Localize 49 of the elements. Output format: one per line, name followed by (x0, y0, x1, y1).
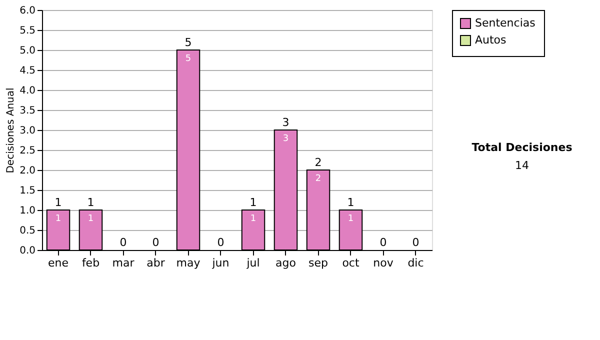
data-label: 3 (282, 134, 289, 144)
x-tick-label: nov (373, 256, 394, 270)
x-tick-label: feb (82, 256, 100, 270)
y-tick-label: 5.5 (20, 26, 36, 36)
data-label: 1 (348, 214, 354, 224)
y-tick-label: 0.5 (20, 226, 36, 236)
y-tick-label: 3.5 (20, 106, 36, 116)
total-label: 0 (120, 236, 127, 249)
total-label: 0 (217, 236, 224, 249)
total-label: 1 (250, 196, 257, 209)
y-tick-label: 0.0 (20, 246, 36, 256)
total-label: 2 (314, 156, 322, 169)
y-tick-label: 5.0 (20, 46, 36, 56)
legend-label: Autos (475, 34, 507, 46)
x-tick-label: may (176, 256, 201, 270)
y-tick-label: 4.0 (20, 86, 36, 96)
total-label: 1 (87, 196, 94, 209)
total-label: 1 (347, 196, 354, 209)
text: 14 (515, 159, 529, 172)
total-label: 1 (54, 196, 62, 209)
total-label: 5 (184, 36, 192, 49)
data-label: 2 (315, 174, 322, 184)
total-label: 3 (282, 116, 290, 129)
x-tick-label: mar (112, 256, 135, 270)
x-tick-label: sep (308, 256, 328, 270)
y-tick-label: 6.0 (20, 6, 36, 16)
x-tick-label: oct (342, 256, 360, 270)
total-label: 0 (380, 236, 387, 249)
y-tick-label: 3.0 (20, 126, 36, 136)
data-label: 1 (55, 214, 62, 224)
x-tick-label: jul (246, 256, 260, 270)
x-tick-label: ago (276, 256, 296, 270)
y-axis-title: Decisiones Anual (6, 88, 17, 174)
x-tick-label: abr (146, 256, 166, 270)
x-tick-label: dic (408, 256, 424, 270)
y-tick-label: 2.0 (20, 166, 36, 176)
total-label: 0 (412, 236, 420, 249)
y-tick-label: 1.0 (20, 206, 36, 216)
data-label: 1 (250, 214, 256, 224)
y-tick-label: 1.5 (20, 186, 36, 196)
total-label: 0 (152, 236, 160, 249)
text: Total Decisiones (472, 141, 573, 154)
legend-label: Sentencias (475, 16, 536, 30)
y-tick-label: 4.5 (20, 66, 36, 76)
x-tick-label: ene (48, 256, 69, 270)
x-tick-label: jun (211, 256, 230, 270)
data-label: 1 (88, 214, 94, 224)
y-tick-label: 2.5 (20, 146, 36, 156)
data-label: 5 (185, 54, 192, 64)
